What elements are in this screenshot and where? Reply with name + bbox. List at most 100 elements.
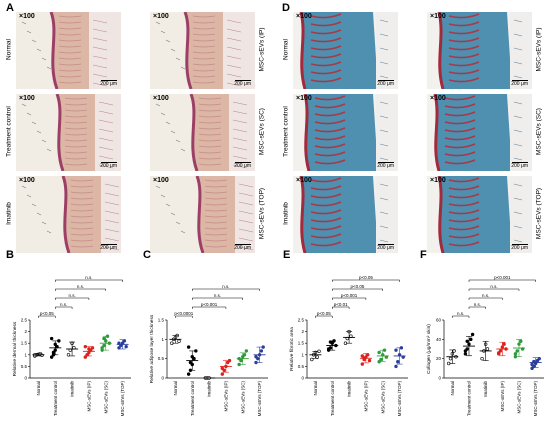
- data-point: [254, 355, 258, 359]
- x-tick-label: Normal: [313, 381, 318, 396]
- y-tick-label: 0: [161, 376, 164, 381]
- data-point: [186, 345, 191, 349]
- y-tick-label: 20: [436, 356, 442, 361]
- magnification-label: ×100: [19, 177, 35, 184]
- magnification-label: ×100: [296, 95, 312, 102]
- scale-bar: 200 μm: [377, 80, 394, 87]
- y-tick-label: 40: [436, 337, 442, 342]
- histology-tile: ×100 200 μm: [427, 12, 532, 89]
- histology-tile: ×100 200 μm: [150, 176, 255, 253]
- x-tick-label: Normal: [450, 381, 455, 396]
- row-label: MSC-sEVs (TOP): [535, 187, 543, 240]
- significance-bracket: [452, 315, 470, 318]
- x-tick-label: MSC-sEVs (SC): [240, 380, 245, 413]
- y-tick-label: 0: [24, 376, 27, 381]
- row-label: Imatinib: [282, 202, 290, 225]
- data-point: [49, 336, 54, 341]
- significance-label: p<0.0001: [174, 311, 193, 316]
- significance-label: n.s.: [474, 302, 481, 307]
- significance-label: p<0.001: [201, 302, 218, 307]
- significance-label: p<0.05: [40, 311, 54, 316]
- scale-bar: 200 μm: [100, 244, 117, 251]
- data-point: [220, 372, 225, 376]
- significance-bracket: [38, 315, 56, 318]
- x-tick-label: MSC-sEVs (SC): [380, 380, 385, 413]
- x-tick-label: Normal: [173, 381, 178, 396]
- x-tick-label: MSC-sEVs (TOP): [257, 381, 262, 417]
- data-point: [469, 337, 473, 342]
- data-point: [186, 372, 191, 376]
- data-point: [396, 360, 400, 364]
- significance-label: n.s.: [482, 293, 489, 298]
- histology-tile: ×100 200 μm: [16, 176, 121, 253]
- data-point: [326, 347, 331, 351]
- panel-label-c: C: [143, 250, 151, 261]
- scale-bar: 200 μm: [100, 162, 117, 169]
- significance-bracket: [332, 279, 400, 282]
- significance-label: n.s.: [214, 293, 221, 298]
- data-point: [485, 347, 490, 351]
- scale-bar: 200 μm: [234, 80, 251, 87]
- data-point: [220, 366, 225, 371]
- data-point: [102, 336, 106, 341]
- significance-bracket: [468, 279, 536, 282]
- significance-bracket: [332, 297, 367, 300]
- significance-label: n.s.: [68, 293, 75, 298]
- x-tick-label: Treatment control: [190, 381, 195, 416]
- data-point: [379, 357, 383, 362]
- x-tick-label: Imatinib: [483, 381, 488, 397]
- y-tick-label: 2: [24, 329, 27, 334]
- significance-bracket: [192, 297, 243, 300]
- x-tick-label: MSC-sEVs (SC): [517, 380, 522, 413]
- data-point: [394, 348, 398, 352]
- significance-label: p<0.01: [334, 302, 348, 307]
- x-tick-label: MSC-sEVs (IP): [223, 381, 228, 412]
- panel-label-d: D: [282, 2, 290, 14]
- significance-bracket: [332, 306, 350, 309]
- scale-bar: 200 μm: [511, 162, 528, 169]
- panel-label-e: E: [283, 250, 290, 261]
- scale-bar: 200 μm: [511, 244, 528, 251]
- y-tick-label: 1: [161, 337, 164, 342]
- panel-label-f: F: [420, 250, 427, 261]
- histology-tile: ×100 200 μm: [293, 176, 398, 253]
- x-tick-label: Treatment control: [330, 381, 335, 416]
- data-point: [177, 339, 181, 343]
- significance-bracket: [55, 288, 106, 291]
- panel-label-b: B: [6, 250, 14, 261]
- scale-bar: 200 μm: [377, 244, 394, 251]
- histology-tile: ×100 200 μm: [16, 94, 121, 171]
- magnification-label: ×100: [430, 13, 446, 20]
- significance-bracket: [55, 297, 90, 300]
- data-point: [470, 332, 475, 337]
- x-tick-label: Treatment control: [467, 381, 472, 416]
- significance-label: p<0.001: [341, 293, 358, 298]
- magnification-label: ×100: [153, 177, 169, 184]
- chart-f: F 0 20 40 60 Collagen (μg/mm² skin) Normal Trea…: [420, 250, 544, 416]
- y-tick-label: 2.5: [298, 318, 305, 323]
- y-tick-label: 1: [24, 352, 27, 357]
- data-point: [242, 353, 247, 357]
- scale-bar: 200 μm: [234, 162, 251, 169]
- panel-label-a: A: [6, 2, 14, 14]
- significance-bracket: [468, 288, 520, 291]
- data-point: [463, 352, 468, 356]
- data-point: [513, 352, 518, 356]
- y-axis-label: Relative adipose layer thickness: [149, 314, 155, 383]
- data-point: [377, 350, 381, 355]
- y-tick-label: 0: [301, 376, 304, 381]
- significance-bracket: [192, 306, 227, 309]
- significance-label: n.s.: [60, 302, 67, 307]
- histology-tile: ×100 200 μm: [150, 94, 255, 171]
- significance-label: n.s.: [85, 275, 92, 280]
- x-tick-label: Imatinib: [70, 381, 75, 397]
- data-point: [360, 354, 365, 358]
- data-point: [519, 339, 523, 343]
- x-tick-label: MSC-sEVs (IP): [500, 381, 505, 412]
- y-tick-label: 0.5: [21, 364, 28, 369]
- data-point: [244, 349, 249, 353]
- magnification-label: ×100: [430, 177, 446, 184]
- significance-label: n.s.: [77, 284, 84, 289]
- histology-tile: ×100 200 μm: [427, 94, 532, 171]
